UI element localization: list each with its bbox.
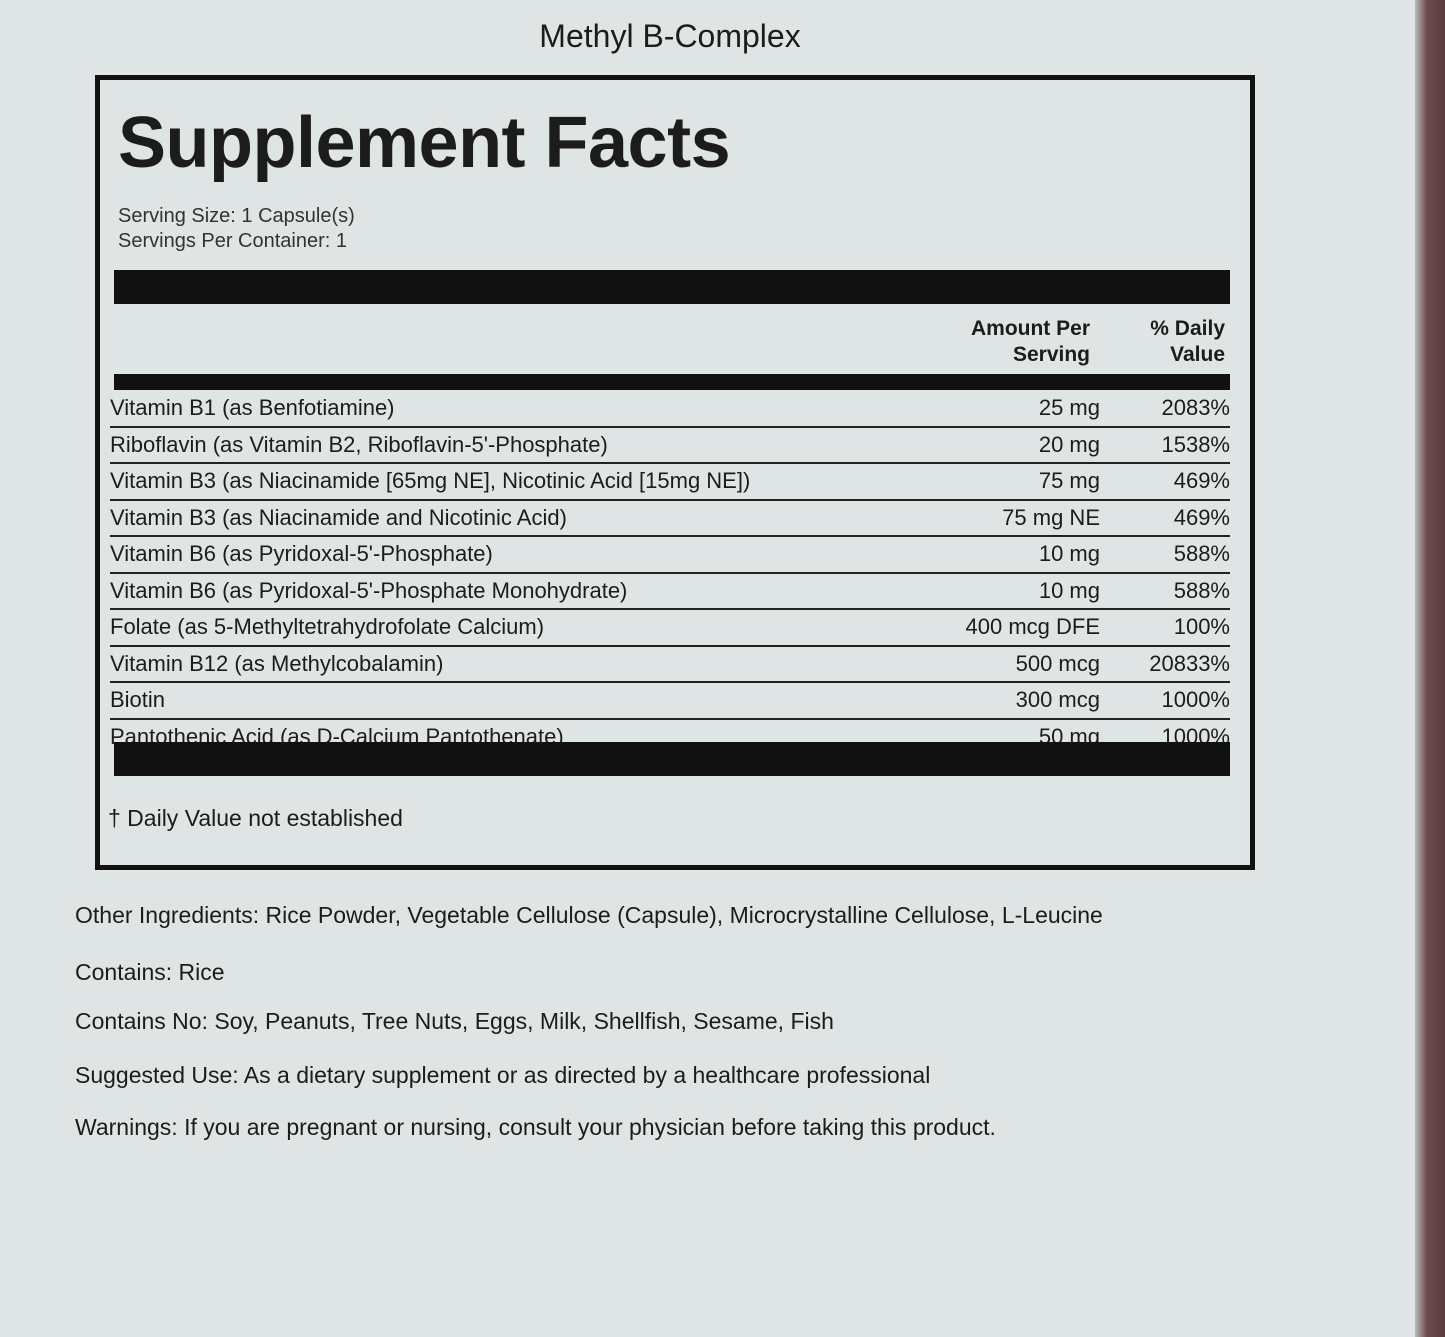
nutrient-row: Vitamin B6 (as Pyridoxal-5'-Phosphate) 10… <box>110 537 1230 574</box>
servings-per-container: Servings Per Container: 1 <box>118 230 348 252</box>
nutrient-row: Vitamin B3 (as Niacinamide and Nicotinic… <box>110 501 1230 537</box>
product-name: Methyl B-Complex <box>539 18 801 54</box>
nutrient-row: Vitamin B3 (as Niacinamide [65mg NE], Ni… <box>110 464 1230 501</box>
nutrient-row: Vitamin B1 (as Benfotiamine) 25 mg 2083% <box>110 391 1230 428</box>
background-fabric <box>1415 0 1445 1337</box>
warnings: Warnings: If you are pregnant or nursing… <box>75 1114 996 1140</box>
nutrient-table: Vitamin B1 (as Benfotiamine) 25 mg 2083% Ri… <box>110 391 1230 754</box>
nutrient-name: Vitamin B12 (as Methylcobalamin) <box>110 650 444 676</box>
bottom-divider <box>114 742 1230 776</box>
nutrient-daily-value: 588% <box>1173 541 1230 567</box>
footnote: † Daily Value not established <box>108 805 403 831</box>
suggested-use: Suggested Use: As a dietary supplement o… <box>75 1062 931 1088</box>
nutrient-amount: 75 mg NE <box>1002 504 1100 530</box>
nutrient-amount: 10 mg <box>1038 541 1100 567</box>
column-header-daily-value: % Daily Value <box>1150 317 1225 366</box>
nutrient-amount: 10 mg <box>1038 577 1100 603</box>
nutrient-daily-value: 469% <box>1173 504 1230 530</box>
contains-no: Contains No: Soy, Peanuts, Tree Nuts, Eg… <box>75 1008 834 1034</box>
nutrient-amount: 300 mcg <box>1015 687 1100 713</box>
panel-heading: Supplement Facts <box>118 103 731 183</box>
serving-size: Serving Size: 1 Capsule(s) <box>118 205 355 227</box>
other-ingredients: Other Ingredients: Rice Powder, Vegetabl… <box>75 902 1103 928</box>
nutrient-amount: 500 mcg <box>1015 650 1100 676</box>
nutrient-amount: 20 mg <box>1038 431 1100 457</box>
nutrient-name: Biotin <box>110 687 166 713</box>
nutrient-name: Vitamin B6 (as Pyridoxal-5'-Phosphate Mo… <box>110 577 628 603</box>
nutrient-name: Vitamin B6 (as Pyridoxal-5'-Phosphate) <box>110 541 493 567</box>
nutrient-daily-value: 1538% <box>1161 431 1230 457</box>
nutrient-name: Vitamin B1 (as Benfotiamine) <box>110 395 395 421</box>
column-header-amount: Amount Per Serving <box>970 317 1090 366</box>
nutrient-name: Riboflavin (as Vitamin B2, Riboflavin-5'… <box>110 431 608 457</box>
contains: Contains: Rice <box>75 959 225 985</box>
nutrient-amount: 75 mg <box>1038 468 1100 494</box>
nutrient-name: Folate (as 5-Methyltetrahydrofolate Calc… <box>110 614 545 640</box>
nutrient-row: Vitamin B6 (as Pyridoxal-5'-Phosphate Mo… <box>110 574 1230 610</box>
header-divider <box>114 374 1230 390</box>
nutrient-amount: 25 mg <box>1038 395 1100 421</box>
nutrient-daily-value: 1000% <box>1161 687 1230 713</box>
nutrient-daily-value: 469% <box>1173 468 1230 494</box>
nutrient-daily-value: 100% <box>1173 614 1230 640</box>
nutrient-daily-value: 20833% <box>1149 650 1230 676</box>
nutrient-daily-value: 2083% <box>1161 395 1230 421</box>
nutrient-row: Vitamin B12 (as Methylcobalamin) 500 mcg 2… <box>110 647 1230 683</box>
nutrient-name: Vitamin B3 (as Niacinamide [65mg NE], Ni… <box>110 468 751 494</box>
nutrient-daily-value: 588% <box>1173 577 1230 603</box>
thick-divider <box>114 270 1230 304</box>
nutrient-row: Riboflavin (as Vitamin B2, Riboflavin-5'… <box>110 428 1230 464</box>
nutrient-row: Folate (as 5-Methyltetrahydrofolate Calc… <box>110 610 1230 647</box>
supplement-facts-panel: Supplement Facts Serving Size: 1 Capsule… <box>95 75 1255 870</box>
nutrient-name: Vitamin B3 (as Niacinamide and Nicotinic… <box>110 504 567 530</box>
nutrient-amount: 400 mcg DFE <box>965 614 1101 640</box>
nutrient-row: Biotin 300 mcg 1000% <box>110 683 1230 720</box>
